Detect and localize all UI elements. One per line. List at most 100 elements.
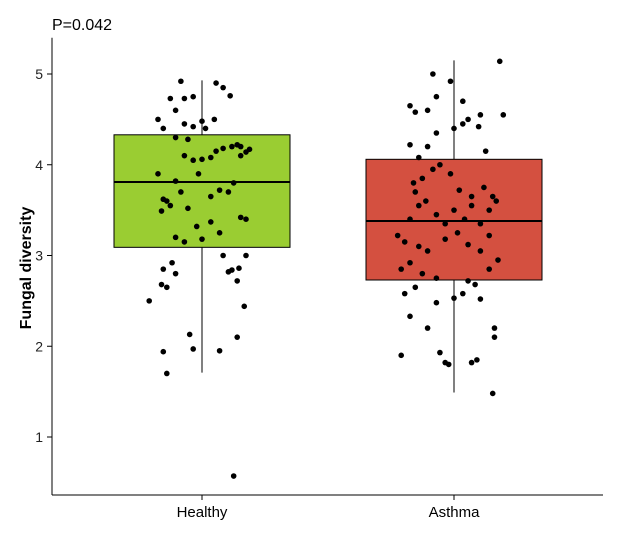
healthy-data-point xyxy=(236,265,242,272)
healthy-data-point xyxy=(160,348,167,355)
healthy-data-point xyxy=(216,230,223,236)
asthma-data-point xyxy=(465,116,471,123)
healthy-data-point xyxy=(190,346,196,352)
asthma-data-point xyxy=(433,130,440,136)
healthy-data-point xyxy=(186,331,193,338)
asthma-data-point xyxy=(465,278,471,284)
y-tick-label: 2 xyxy=(35,338,43,354)
asthma-data-point xyxy=(486,266,493,272)
healthy-data-point xyxy=(181,152,188,159)
asthma-data-point xyxy=(412,189,419,195)
y-tick-label: 5 xyxy=(35,66,43,82)
asthma-data-point xyxy=(477,220,484,227)
asthma-data-point xyxy=(468,202,475,209)
asthma-data-point xyxy=(474,357,480,363)
healthy-data-point xyxy=(185,136,191,143)
healthy-data-point xyxy=(211,116,218,123)
asthma-data-point xyxy=(416,154,422,161)
healthy-data-point xyxy=(199,236,205,242)
healthy-data-point xyxy=(160,266,167,272)
healthy-data-point xyxy=(167,95,174,102)
asthma-data-point xyxy=(416,202,422,209)
healthy-data-point xyxy=(178,189,184,195)
asthma-data-point xyxy=(401,239,408,245)
healthy-data-point xyxy=(208,154,214,161)
healthy-data-point xyxy=(234,278,240,284)
healthy-data-point xyxy=(172,107,179,114)
asthma-data-point xyxy=(445,361,452,368)
asthma-data-point xyxy=(460,98,466,105)
healthy-data-point xyxy=(172,234,179,241)
asthma-data-point xyxy=(394,232,401,239)
asthma-data-point xyxy=(433,299,440,306)
asthma-data-point xyxy=(442,236,449,242)
healthy-data-point xyxy=(158,281,165,288)
healthy-data-point xyxy=(227,92,233,99)
asthma-data-point xyxy=(465,241,471,248)
asthma-data-point xyxy=(468,193,475,200)
asthma-data-point xyxy=(493,198,500,204)
healthy-data-point xyxy=(190,157,196,164)
asthma-data-point xyxy=(423,198,429,204)
healthy-data-point xyxy=(220,84,226,91)
healthy-data-point xyxy=(241,303,248,310)
asthma-data-point xyxy=(407,259,413,266)
asthma-data-point xyxy=(461,216,468,222)
healthy-data-point xyxy=(229,143,235,150)
asthma-data-point xyxy=(430,166,436,173)
healthy-data-point xyxy=(172,270,179,277)
asthma-data-point xyxy=(489,193,496,200)
asthma-data-point xyxy=(447,78,454,85)
y-tick-label: 1 xyxy=(35,429,43,445)
asthma-data-point xyxy=(407,216,413,222)
asthma-data-point xyxy=(486,232,493,239)
asthma-data-point xyxy=(437,161,443,168)
asthma-data-point xyxy=(456,187,463,193)
asthma-data-point xyxy=(481,184,487,191)
asthma-data-point xyxy=(424,248,431,254)
asthma-data-point xyxy=(451,207,457,213)
healthy-data-point xyxy=(208,193,214,200)
asthma-data-point xyxy=(447,171,454,177)
asthma-data-point xyxy=(407,102,413,109)
healthy-data-point xyxy=(202,125,209,132)
asthma-data-point xyxy=(468,359,475,366)
healthy-data-point xyxy=(230,473,237,479)
asthma-data-point xyxy=(472,281,478,288)
y-axis-title: Fungal diversity xyxy=(18,207,35,330)
asthma-data-point xyxy=(430,71,436,77)
healthy-data-point xyxy=(195,171,202,177)
asthma-data-point xyxy=(451,125,457,132)
asthma-data-point xyxy=(500,112,507,118)
healthy-data-point xyxy=(199,156,205,163)
asthma-data-point xyxy=(407,313,413,320)
healthy-data-point xyxy=(230,180,237,186)
healthy-data-point xyxy=(181,95,188,102)
asthma-data-point xyxy=(454,230,461,236)
healthy-data-point xyxy=(164,284,170,291)
asthma-data-point xyxy=(419,270,426,277)
asthma-data-point xyxy=(486,207,493,213)
asthma-data-point xyxy=(477,248,484,254)
asthma-data-point xyxy=(398,352,405,359)
healthy-data-point xyxy=(220,145,226,152)
asthma-data-point xyxy=(433,275,440,281)
healthy-data-point xyxy=(243,216,249,222)
asthma-data-point xyxy=(482,148,489,154)
asthma-data-point xyxy=(401,290,408,297)
p-value-annotation: P=0.042 xyxy=(52,17,112,34)
healthy-data-point xyxy=(155,116,161,123)
healthy-data-point xyxy=(220,252,226,259)
asthma-data-point xyxy=(491,325,498,331)
healthy-data-point xyxy=(190,123,196,130)
healthy-data-point xyxy=(172,134,179,141)
healthy-data-point xyxy=(229,267,235,273)
healthy-data-point xyxy=(164,370,170,377)
healthy-data-point xyxy=(216,187,223,193)
asthma-data-point xyxy=(489,390,496,397)
x-tick-label: Healthy xyxy=(177,504,228,521)
healthy-data-point xyxy=(225,189,232,195)
asthma-data-point xyxy=(398,266,405,272)
asthma-data-point xyxy=(412,284,419,291)
